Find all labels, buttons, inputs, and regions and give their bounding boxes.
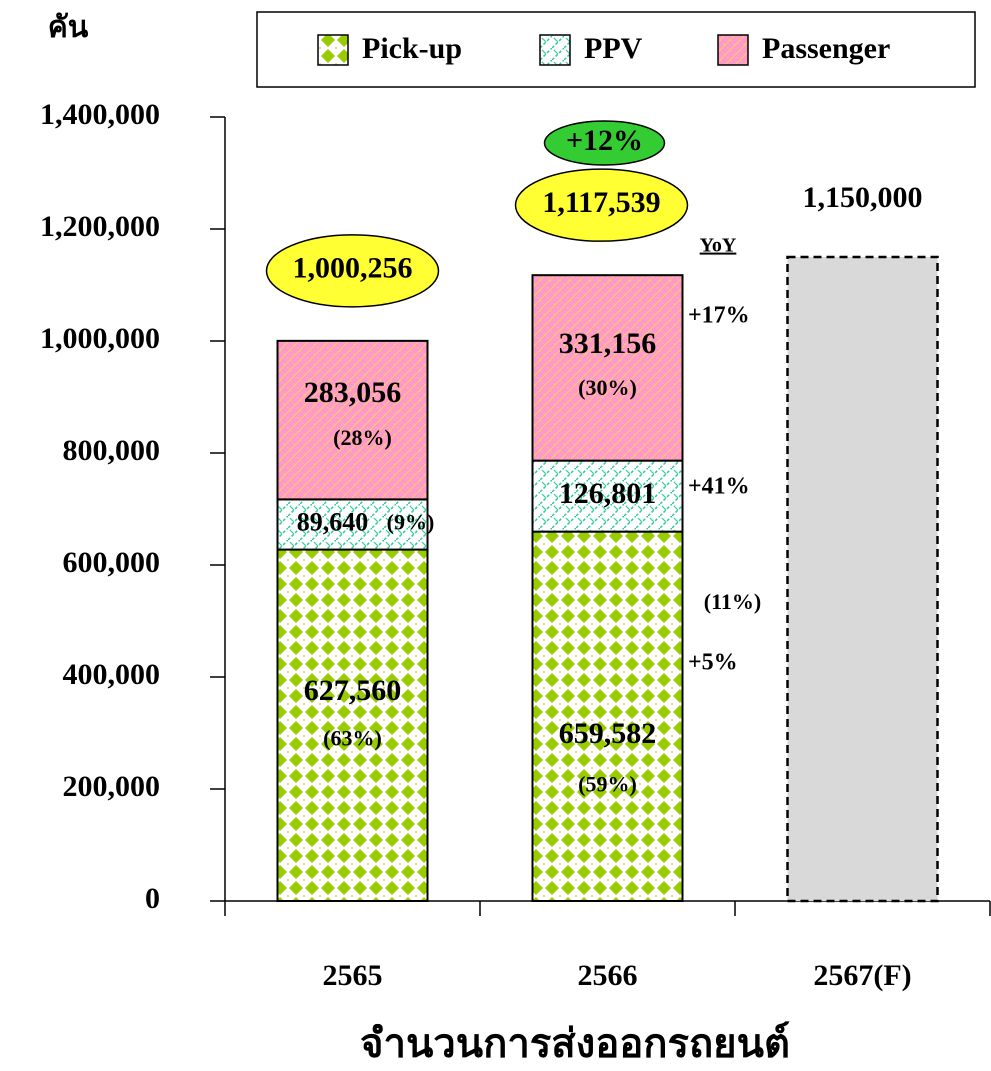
y-tick-label: 1,000,000 — [40, 322, 160, 355]
y-tick-label: 800,000 — [63, 434, 161, 467]
x-tick-label: 2566 — [578, 959, 638, 992]
total-bubble — [514, 168, 689, 242]
growth-label: +12% — [566, 124, 643, 157]
total-label: 1,117,539 — [542, 186, 660, 219]
bar-segment — [531, 274, 684, 462]
bar-segment — [531, 459, 684, 533]
legend-swatch — [317, 34, 349, 66]
y-tick-label: 200,000 — [63, 770, 161, 803]
forecast-bar — [786, 255, 939, 903]
legend-label: PPV — [584, 32, 643, 65]
x-tick-label: 2567(F) — [813, 959, 911, 992]
growth-bubble — [543, 120, 666, 166]
share-label: (11%) — [704, 589, 761, 614]
bar-segment — [276, 339, 429, 501]
y-tick-label: 400,000 — [63, 658, 161, 691]
value-label: 331,156 — [559, 327, 657, 360]
total-label: 1,150,000 — [803, 181, 923, 214]
legend-label: Pick-up — [362, 32, 462, 65]
legend-label: Passenger — [762, 32, 890, 65]
value-label: 627,560 — [304, 674, 402, 707]
yoy-label: +41% — [688, 474, 750, 500]
yoy-label: +17% — [688, 303, 750, 329]
legend-swatch — [717, 34, 749, 66]
yoy-title: YoY — [700, 235, 737, 257]
value-label: 283,056 — [304, 376, 402, 409]
share-label: (9%) — [387, 510, 435, 535]
x-tick-label: 2565 — [323, 959, 383, 992]
value-label: 126,801 — [559, 477, 657, 510]
total-label: 1,000,256 — [293, 252, 413, 285]
bar-segment — [276, 498, 429, 551]
value-label: 659,582 — [559, 717, 657, 750]
share-label: (30%) — [578, 375, 637, 400]
y-tick-label: 1,400,000 — [40, 98, 160, 131]
y-tick-label: 600,000 — [63, 546, 161, 579]
total-bubble — [265, 234, 440, 308]
legend-swatch — [539, 34, 571, 66]
y-tick-label: 1,200,000 — [40, 210, 160, 243]
share-label: (28%) — [333, 425, 392, 450]
value-label: 89,640 — [297, 507, 369, 536]
legend-box — [256, 11, 976, 88]
bar-segment — [276, 548, 429, 902]
y-axis-label: คัน — [48, 11, 89, 44]
y-tick-label: 0 — [145, 882, 160, 915]
yoy-label: +5% — [688, 650, 738, 676]
share-label: (59%) — [578, 771, 637, 796]
share-label: (63%) — [323, 725, 382, 750]
x-axis-label: จำนวนการส่งออกรถยนต์ — [360, 1021, 790, 1066]
bar-segment — [531, 530, 684, 902]
